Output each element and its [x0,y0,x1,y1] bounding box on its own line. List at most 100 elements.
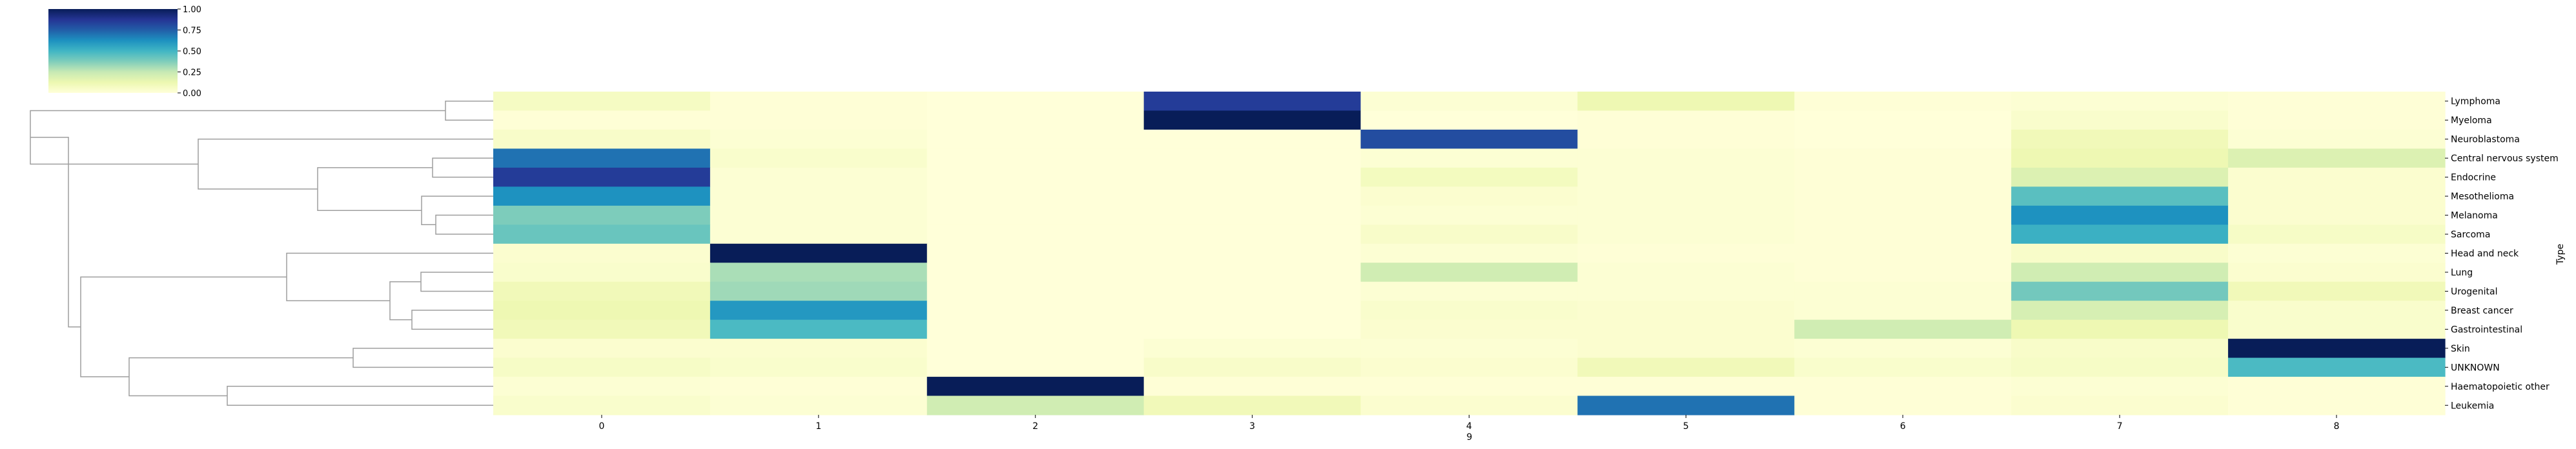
dendrogram-link [198,138,493,190]
heatmap-cell [1143,377,1362,397]
heatmap-cell [493,92,711,112]
row-label: Skin [2451,344,2470,354]
heatmap-cell [710,148,928,168]
colorbar-tick-label: 0.50 [183,47,201,57]
heatmap-cell [1143,319,1362,339]
heatmap-cell [2011,357,2229,377]
heatmap-cell [2011,319,2229,339]
heatmap-cell [2228,92,2446,112]
heatmap-cell [1577,224,1795,244]
dendrogram-link [80,276,287,377]
heatmap-cell [1794,339,2012,359]
heatmap-cell [493,263,711,283]
heatmap-cell [493,301,711,321]
heatmap-cell [2228,148,2446,168]
heatmap-cell [1577,167,1795,187]
dendrogram-link [227,386,493,406]
dendrogram-link [30,137,81,328]
heatmap-cell [493,224,711,244]
heatmap-cell [926,129,1145,150]
heatmap-cell [710,281,928,301]
heatmap-cell [2228,339,2446,359]
heatmap-cell [710,129,928,150]
heatmap-cell [1360,224,1579,244]
row-label: Haematopoietic other [2451,382,2550,392]
heatmap-cell [1143,148,1362,168]
heatmap-cell [493,148,711,168]
heatmap-cell [1794,148,2012,168]
x-axis-label: 9 [1467,432,1473,443]
heatmap-cell [2228,281,2446,301]
heatmap-cell [1577,357,1795,377]
heatmap-cell [493,319,711,339]
column-label: 2 [1032,421,1038,432]
heatmap-cell [710,301,928,321]
dendrogram-link [353,348,493,368]
heatmap-cell [2228,243,2446,263]
heatmap-cell [1794,186,2012,206]
dendrogram-link [30,110,445,165]
heatmap-cell [493,377,711,397]
heatmap-cell [1143,92,1362,112]
heatmap-cell [1794,110,2012,130]
dendrogram-link [317,167,433,211]
heatmap-cell [1794,92,2012,112]
column-label: 3 [1249,421,1255,432]
heatmap-cell [2011,339,2229,359]
heatmap-cell [1143,110,1362,130]
row-label: Urogenital [2451,286,2497,297]
heatmap-cell [1360,167,1579,187]
heatmap-cell [2228,301,2446,321]
heatmap-cell [2011,377,2229,397]
column-label: 7 [2117,421,2123,432]
colorbar-tick-label: 0.00 [183,89,201,99]
heatmap-cell [2011,148,2229,168]
dendrogram-link [420,272,493,292]
heatmap-cell [926,110,1145,130]
heatmap-cell [2011,129,2229,150]
heatmap-cell [926,377,1145,397]
heatmap-cell [1360,110,1579,130]
colorbar-tick-label: 1.00 [183,5,201,15]
heatmap-cell [2011,395,2229,415]
heatmap-cell [1577,339,1795,359]
heatmap-cell [1794,167,2012,187]
dendrogram-link [411,310,493,330]
heatmap-cell [2011,205,2229,225]
heatmap-cell [926,167,1145,187]
heatmap-cell [1360,243,1579,263]
heatmap-cell [1577,377,1795,397]
heatmap-cell [710,92,928,112]
row-label: Sarcoma [2451,230,2490,240]
heatmap-cell [2228,110,2446,130]
row-label: UNKNOWN [2451,363,2500,373]
heatmap-cell [493,339,711,359]
heatmap-cell [926,339,1145,359]
dendrogram-link [445,100,493,121]
column-label: 1 [815,421,821,432]
heatmap-cell [2011,92,2229,112]
row-label: Head and neck [2451,249,2519,259]
heatmap-cell [926,263,1145,283]
heatmap-cell [2011,263,2229,283]
row-dendrogram [30,100,493,406]
heatmap-cell [493,281,711,301]
column-label: 6 [1900,421,1906,432]
dendrogram-link [432,157,493,178]
row-label: Neuroblastoma [2451,135,2520,145]
heatmap-cell [1360,263,1579,283]
heatmap-cell [1360,319,1579,339]
heatmap-cell [1143,224,1362,244]
heatmap-cell [710,186,928,206]
heatmap-cell [2228,377,2446,397]
row-label: Endocrine [2451,173,2496,183]
heatmap-cell [1360,129,1579,150]
heatmap-cell [2228,319,2446,339]
heatmap-cell [2228,186,2446,206]
heatmap-cell [1794,319,2012,339]
heatmap-cell [710,243,928,263]
heatmap-cell [2228,129,2446,150]
heatmap-cell [1143,129,1362,150]
heatmap-cell [1143,243,1362,263]
heatmap-cell [493,110,711,130]
